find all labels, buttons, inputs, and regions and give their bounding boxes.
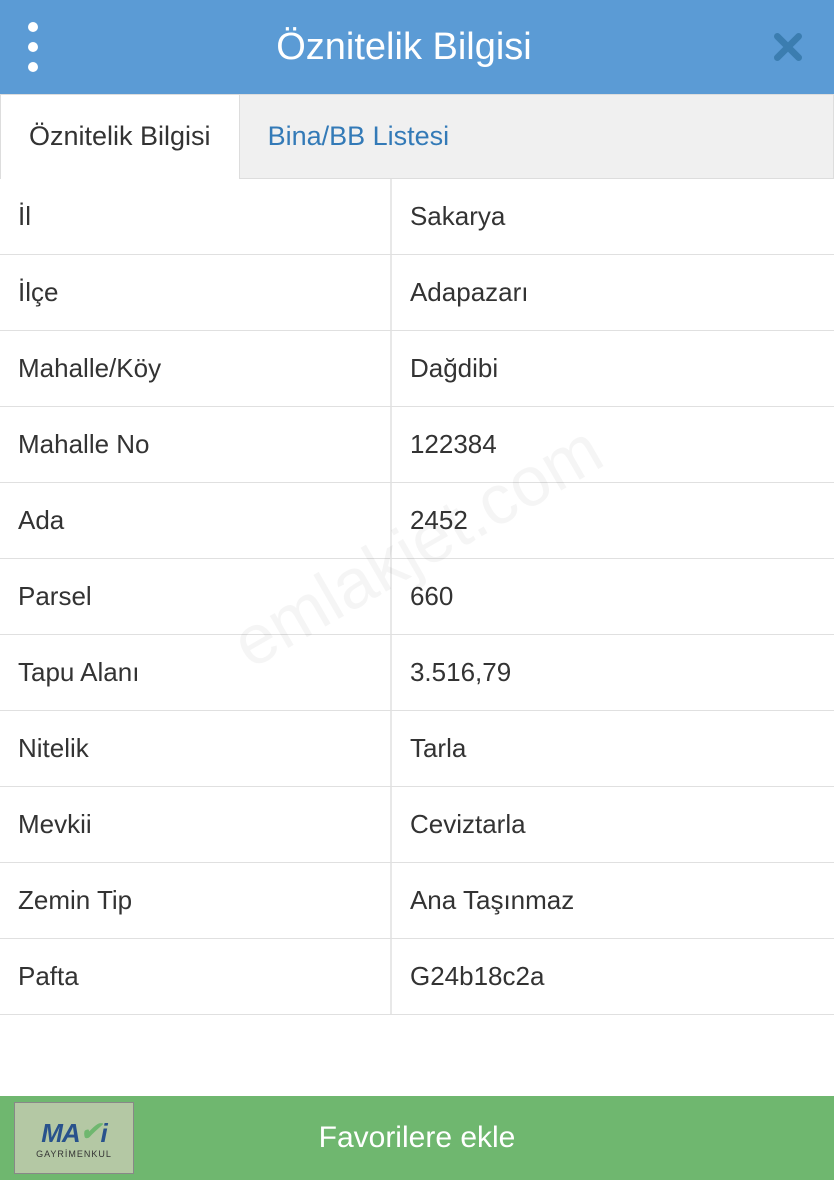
row-label: Parsel (0, 559, 392, 634)
add-favorite-label: Favorilere ekle (319, 1121, 516, 1155)
row-label: Nitelik (0, 711, 392, 786)
table-row: İlSakarya (0, 179, 834, 255)
menu-dots-icon[interactable] (28, 22, 38, 72)
row-label: Mahalle/Köy (0, 331, 392, 406)
row-value: Tarla (392, 711, 834, 786)
row-label: Ada (0, 483, 392, 558)
table-row: İlçeAdapazarı (0, 255, 834, 331)
row-value: 3.516,79 (392, 635, 834, 710)
tab-building-list[interactable]: Bina/BB Listesi (240, 95, 478, 178)
modal-header: Öznitelik Bilgisi (0, 0, 834, 94)
modal-title: Öznitelik Bilgisi (38, 26, 770, 69)
row-value: Adapazarı (392, 255, 834, 330)
table-row: NitelikTarla (0, 711, 834, 787)
row-value: Dağdibi (392, 331, 834, 406)
row-label: Tapu Alanı (0, 635, 392, 710)
check-icon: ✔ (80, 1116, 101, 1147)
row-label: İlçe (0, 255, 392, 330)
row-value: 660 (392, 559, 834, 634)
row-value: Ana Taşınmaz (392, 863, 834, 938)
row-label: Mahalle No (0, 407, 392, 482)
row-value: Sakarya (392, 179, 834, 254)
table-row: PaftaG24b18c2a (0, 939, 834, 1015)
row-value: 122384 (392, 407, 834, 482)
row-label: Mevkii (0, 787, 392, 862)
brand-logo: MA✔i GAYRİMENKUL (14, 1102, 134, 1174)
tab-bar: Öznitelik Bilgisi Bina/BB Listesi (0, 94, 834, 179)
close-icon[interactable] (770, 29, 806, 65)
row-value: G24b18c2a (392, 939, 834, 1014)
table-row: MevkiiCeviztarla (0, 787, 834, 863)
row-label: Zemin Tip (0, 863, 392, 938)
row-label: İl (0, 179, 392, 254)
logo-subtext: GAYRİMENKUL (36, 1149, 112, 1159)
logo-text-2: i (101, 1118, 107, 1149)
row-value: 2452 (392, 483, 834, 558)
table-row: Ada2452 (0, 483, 834, 559)
logo-text-1: MA (41, 1118, 79, 1149)
table-row: Tapu Alanı3.516,79 (0, 635, 834, 711)
table-row: Zemin TipAna Taşınmaz (0, 863, 834, 939)
table-row: Mahalle No122384 (0, 407, 834, 483)
row-value: Ceviztarla (392, 787, 834, 862)
attribute-table: emlakjet.com İlSakaryaİlçeAdapazarıMahal… (0, 179, 834, 1096)
tab-attribute-info[interactable]: Öznitelik Bilgisi (0, 94, 240, 179)
attribute-info-modal: Öznitelik Bilgisi Öznitelik Bilgisi Bina… (0, 0, 834, 1180)
row-label: Pafta (0, 939, 392, 1014)
table-row: Parsel660 (0, 559, 834, 635)
add-favorite-button[interactable]: MA✔i GAYRİMENKUL Favorilere ekle (0, 1096, 834, 1180)
table-row: Mahalle/KöyDağdibi (0, 331, 834, 407)
